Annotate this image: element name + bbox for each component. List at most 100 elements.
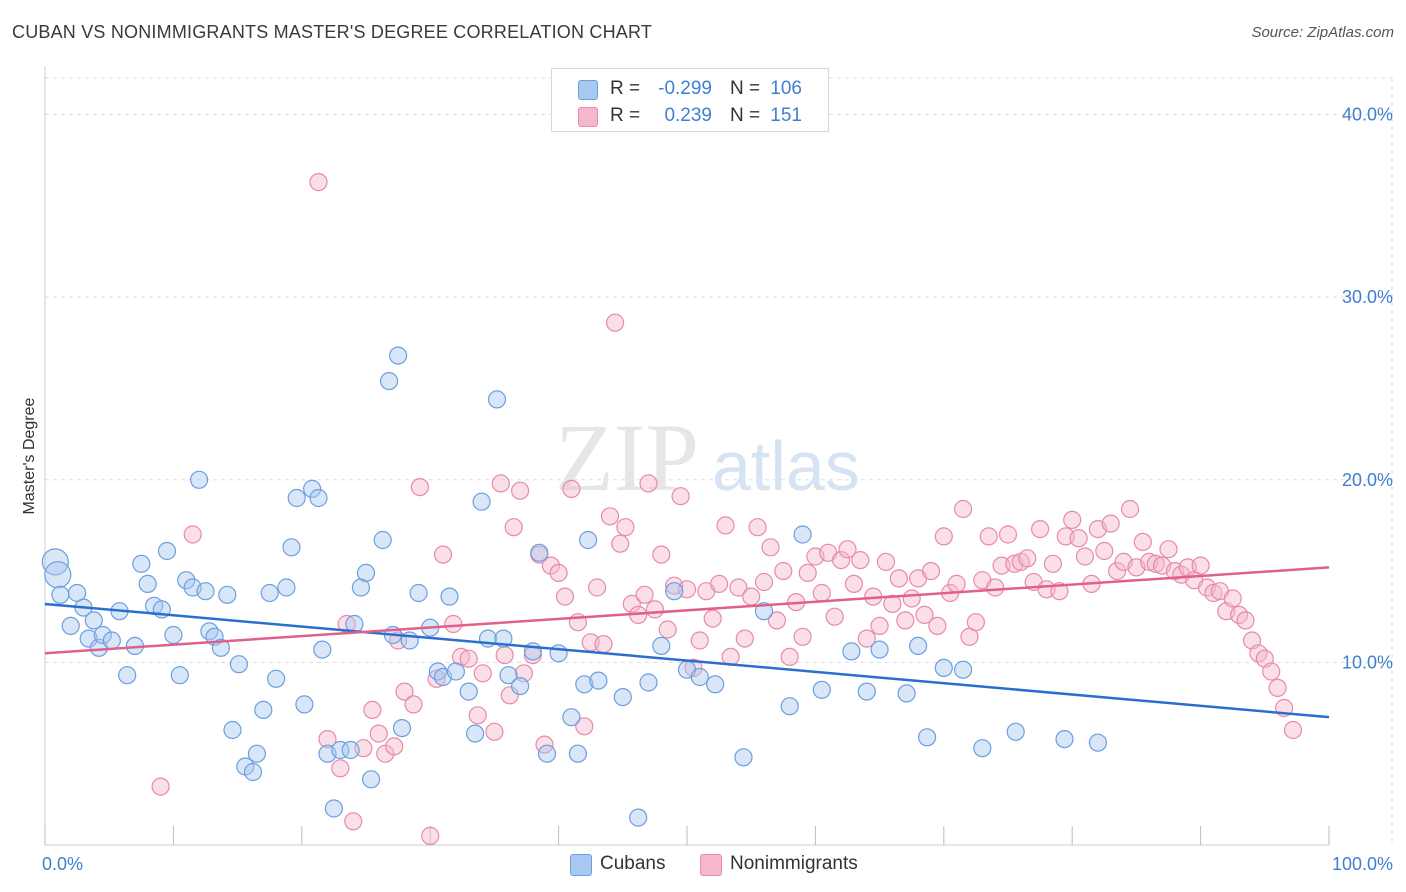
cuban-point — [324, 799, 343, 818]
cuban-point — [754, 602, 774, 621]
cuban-point — [247, 744, 266, 763]
nonimmigrant-point — [1069, 529, 1088, 548]
source-label: Source: ZipAtlas.com — [1251, 24, 1394, 41]
nonimmigrant-point — [953, 499, 973, 519]
legend-swatch-nonimmigrants — [700, 854, 722, 876]
legend-label-cubans: Cubans — [600, 853, 666, 874]
nonimmigrant-point — [652, 545, 671, 564]
nonimmigrant-point — [703, 609, 722, 628]
nonimmigrant-point — [729, 578, 748, 597]
nonimmigrant-point — [344, 812, 363, 831]
nonimmigrant-point — [473, 664, 492, 683]
nonimmigrant-point — [825, 607, 844, 626]
trend-line-cubans — [44, 602, 1330, 719]
nonimmigrant-point — [1107, 561, 1127, 581]
y-tick-label: 40.0% — [1342, 105, 1393, 125]
cuban-point — [510, 676, 530, 696]
nonimmigrant-point — [889, 569, 909, 588]
nonimmigrant-point — [363, 700, 382, 720]
x-tick-label: 0.0% — [42, 854, 83, 874]
y-tick-label: 10.0% — [1342, 652, 1393, 672]
cuban-point — [177, 571, 196, 590]
cuban-point — [331, 740, 350, 760]
nonimmigrant-point — [812, 583, 831, 603]
nonimmigrant-point — [587, 578, 607, 597]
cuban-point — [295, 695, 314, 714]
cuban-point — [917, 728, 937, 747]
nonimmigrant-point — [151, 777, 170, 796]
cuban-point — [562, 708, 581, 727]
cuban-point — [309, 488, 328, 508]
nonimmigrant-point — [1075, 547, 1095, 566]
nonimmigrant-point — [1268, 678, 1287, 698]
axes — [44, 66, 1330, 846]
watermark: ZIP atlas — [555, 404, 860, 511]
nonimmigrant-point — [562, 479, 581, 498]
cuban-point — [428, 662, 447, 681]
y-axis-label: Master's Degree — [21, 397, 38, 514]
nonimmigrant-point — [635, 585, 654, 604]
cuban-point — [870, 640, 889, 659]
cuban-point — [118, 666, 137, 685]
cuban-point — [487, 390, 507, 409]
cuban-point — [973, 739, 992, 758]
cuban-point — [267, 669, 286, 688]
nonimmigrant-point — [735, 629, 754, 648]
nonimmigrant-point — [1018, 549, 1037, 568]
nonimmigrant-point — [1120, 499, 1140, 519]
nonimmigrant-point — [709, 574, 729, 594]
cuban-point — [102, 631, 121, 650]
cuban-point — [196, 582, 215, 601]
cuban-point — [287, 488, 306, 508]
nonimmigrant-point — [1101, 514, 1120, 533]
cuban-point — [79, 629, 98, 648]
legend-r-label: R = — [610, 105, 641, 126]
cuban-point — [537, 744, 557, 763]
legend-n-label: N = — [730, 78, 761, 99]
nonimmigrant-point — [395, 682, 414, 701]
y-tick-label: 20.0% — [1342, 470, 1393, 490]
nonimmigrant-point — [684, 658, 703, 678]
nonimmigrant-point — [485, 722, 504, 741]
nonimmigrant-point — [594, 634, 613, 654]
nonimmigrant-point — [410, 478, 429, 497]
nonimmigrant-point — [1236, 611, 1255, 630]
series-nonimmigrants — [151, 173, 1303, 846]
cuban-point — [690, 667, 709, 687]
nonimmigrant-point — [986, 578, 1005, 597]
nonimmigrant-point — [369, 724, 388, 743]
nonimmigrant-point — [761, 538, 780, 557]
nonimmigrant-point — [318, 729, 337, 749]
nonimmigrant-point — [902, 589, 921, 608]
nonimmigrant-point — [433, 545, 453, 564]
nonimmigrant-point — [1283, 720, 1303, 740]
legend-n-value: 151 — [770, 105, 802, 126]
cuban-point — [812, 680, 831, 699]
nonimmigrant-point — [427, 669, 446, 688]
legend-r-value: -0.299 — [658, 78, 712, 99]
nonimmigrant-point — [798, 563, 817, 583]
legend-r-value: 0.239 — [664, 105, 712, 126]
nonimmigrant-point — [600, 507, 620, 526]
cuban-point — [629, 808, 648, 827]
series-legend: Cubans Nonimmigrants — [0, 852, 1406, 878]
cuban-point — [934, 658, 953, 678]
nonimmigrant-point — [780, 647, 799, 667]
cuban-point — [303, 479, 322, 498]
legend-swatch-cubans — [578, 80, 598, 100]
nonimmigrant-point — [1191, 556, 1210, 575]
legend-swatch-nonimmigrants — [578, 107, 598, 127]
nonimmigrant-point — [459, 649, 478, 668]
cuban-point — [440, 587, 459, 606]
cuban-point — [409, 583, 428, 603]
chart-title: CUBAN VS NONIMMIGRANTS MASTER'S DEGREE C… — [12, 22, 653, 42]
nonimmigrant-point — [1146, 554, 1165, 573]
x-tick-label: 100.0% — [1332, 854, 1393, 874]
cuban-point — [356, 563, 376, 583]
nonimmigrant-point — [500, 686, 519, 705]
nonimmigrant-point — [1133, 532, 1152, 552]
cuban-point — [93, 625, 112, 645]
legend-row-cubans: R = -0.299 N = 106 — [552, 75, 828, 101]
cuban-point — [170, 666, 189, 685]
